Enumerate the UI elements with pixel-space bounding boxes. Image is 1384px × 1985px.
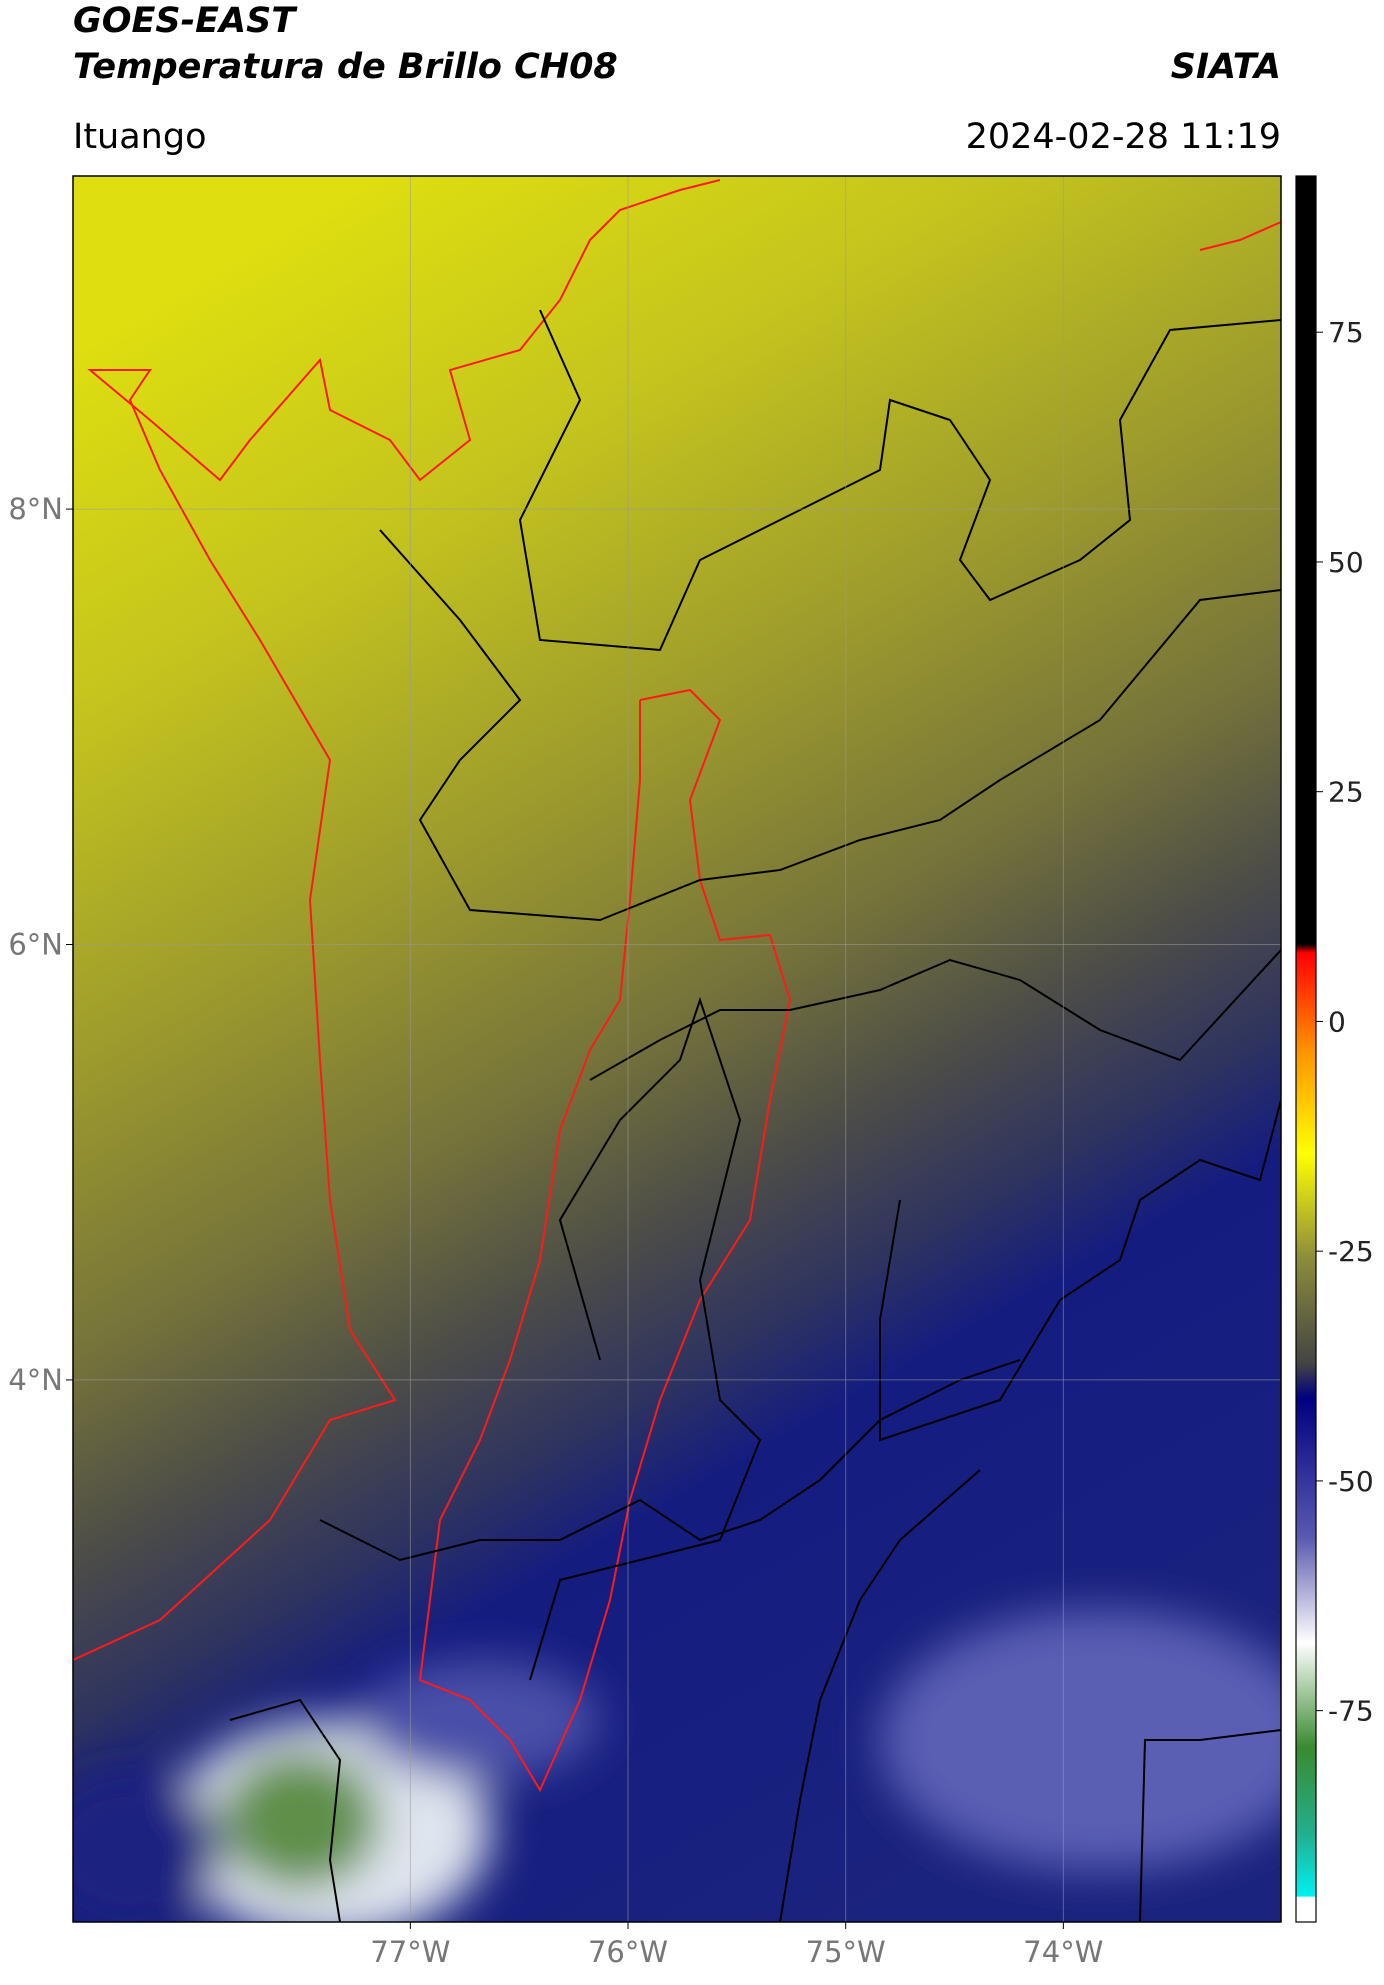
x-tick-label: 76°W — [588, 1935, 668, 1969]
grid — [73, 176, 1281, 1922]
subtitle: Temperatura de Brillo CH08 — [73, 47, 618, 87]
colorbar-tick-label: -25 — [1328, 1235, 1374, 1268]
y-tick-label: 6°N — [8, 928, 63, 962]
colorbar-tick-label: -50 — [1328, 1465, 1374, 1498]
map-frame — [72, 175, 1282, 1923]
colorbar-tick-label: 50 — [1328, 546, 1364, 579]
colorbar — [1295, 175, 1317, 1923]
title: GOES-EAST — [73, 1, 298, 41]
x-tick-label: 74°W — [1023, 1935, 1103, 1969]
x-tick-label: 75°W — [806, 1935, 886, 1969]
colorbar-tick-label: 0 — [1328, 1005, 1346, 1038]
location: Ituango — [73, 117, 207, 157]
colorbar-tick-label: 25 — [1328, 776, 1364, 809]
brand: SIATA — [1171, 47, 1281, 87]
y-tick-label: 4°N — [8, 1363, 63, 1397]
map-field — [73, 176, 1281, 1922]
y-tick-label: 8°N — [8, 492, 63, 526]
colorbar-tick-label: 75 — [1328, 316, 1364, 349]
x-tick-label: 77°W — [370, 1935, 450, 1969]
datetime: 2024-02-28 11:19 — [966, 117, 1281, 157]
colorbar-tick-label: -75 — [1328, 1695, 1374, 1728]
